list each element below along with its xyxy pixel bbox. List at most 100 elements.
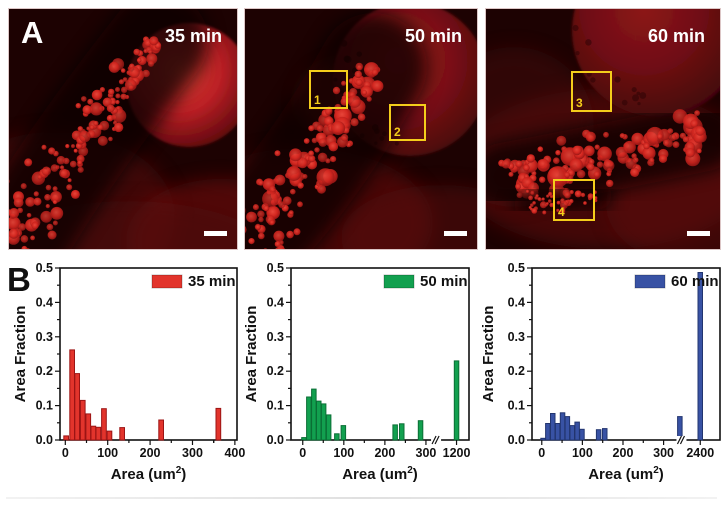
y-tick-label: 0.0 bbox=[36, 433, 53, 447]
x-tick-label: 200 bbox=[140, 446, 161, 460]
time-label-35min: 35 min bbox=[164, 26, 222, 46]
scale-bar bbox=[444, 231, 467, 236]
x-tick-label: 300 bbox=[653, 446, 674, 460]
legend-swatch bbox=[634, 274, 666, 289]
x-tick-label: 0 bbox=[62, 446, 69, 460]
y-tick-label: 0.1 bbox=[36, 399, 53, 413]
micrograph-60min: 60 min 3 4 bbox=[485, 8, 721, 250]
legend-swatch bbox=[151, 274, 183, 289]
y-tick-label: 0.0 bbox=[508, 433, 525, 447]
annotation-number: 3 bbox=[576, 96, 583, 110]
bar bbox=[301, 437, 307, 441]
page-edge-shadow bbox=[6, 497, 717, 499]
y-tick-label: 0.3 bbox=[508, 330, 525, 344]
x-axis: 0 100 200 300 2400 bbox=[538, 440, 714, 460]
bar bbox=[595, 429, 602, 441]
fluorescence-image bbox=[9, 9, 237, 249]
bar bbox=[320, 403, 327, 441]
bar bbox=[340, 425, 347, 441]
droplet-cluster bbox=[525, 189, 598, 215]
annotation-box-2: 2 bbox=[389, 104, 426, 141]
bar bbox=[554, 423, 561, 441]
x-tick-label: 0 bbox=[538, 446, 545, 460]
x-tick-label: 300 bbox=[416, 446, 437, 460]
x-tick-label-far: 2400 bbox=[686, 446, 714, 460]
bar bbox=[90, 425, 97, 441]
fluorescence-image bbox=[245, 9, 477, 249]
x-tick-label: 400 bbox=[224, 446, 245, 460]
bar bbox=[215, 407, 222, 441]
y-tick-label: 0.5 bbox=[267, 261, 284, 275]
droplet-cluster bbox=[245, 62, 384, 249]
time-label-50min: 50 min bbox=[404, 26, 462, 46]
axis-break-gap bbox=[431, 436, 442, 445]
bar bbox=[63, 435, 69, 441]
axis-break-gap bbox=[676, 436, 687, 445]
y-tick-label: 0.2 bbox=[36, 364, 53, 378]
x-axis: 0 100 200 300 1200 bbox=[299, 440, 470, 460]
bar bbox=[119, 427, 126, 441]
y-axis-title: Area Fraction bbox=[12, 306, 29, 403]
y-axis: 0.0 0.1 0.2 0.3 0.4 0.5 bbox=[267, 261, 291, 447]
y-tick-label: 0.1 bbox=[508, 399, 525, 413]
y-tick-label: 0.5 bbox=[508, 261, 525, 275]
histogram-35min: 0 100 200 300 400 0.0 0.1 0.2 0.3 0.4 0.5 Area Frac… bbox=[0, 260, 245, 500]
x-axis-title: Area (um2) bbox=[111, 465, 187, 483]
bar bbox=[697, 272, 703, 441]
x-axis: 0 100 200 300 400 bbox=[62, 440, 245, 460]
x-tick-label: 100 bbox=[97, 446, 118, 460]
axis-break-mark bbox=[434, 435, 440, 445]
y-tick-label: 0.4 bbox=[508, 295, 525, 309]
micrograph-50min: 50 min 1 2 bbox=[244, 8, 478, 250]
y-tick-label: 0.5 bbox=[36, 261, 53, 275]
y-tick-label: 0.4 bbox=[36, 295, 53, 309]
bar bbox=[311, 388, 317, 441]
bars bbox=[63, 349, 222, 441]
panel-b-label: B bbox=[7, 261, 31, 298]
y-tick-label: 0.1 bbox=[267, 399, 284, 413]
bar bbox=[106, 430, 113, 441]
bar bbox=[95, 426, 102, 441]
x-tick-label: 0 bbox=[299, 446, 306, 460]
legend: 35 min bbox=[151, 273, 236, 290]
legend-swatch bbox=[383, 274, 415, 289]
annotation-number: 4 bbox=[558, 205, 565, 219]
bar bbox=[559, 412, 566, 441]
bar bbox=[101, 408, 107, 441]
bars bbox=[540, 272, 703, 441]
y-axis: 0.0 0.1 0.2 0.3 0.4 0.5 bbox=[36, 261, 60, 447]
bar bbox=[392, 424, 398, 441]
y-tick-label: 0.2 bbox=[267, 364, 284, 378]
axis-break-mark bbox=[676, 435, 682, 445]
bar bbox=[545, 423, 551, 441]
x-tick-label: 200 bbox=[374, 446, 395, 460]
y-tick-label: 0.2 bbox=[508, 364, 525, 378]
x-axis-title: Area (um2) bbox=[588, 465, 664, 483]
annotation-box-3: 3 bbox=[571, 71, 612, 112]
bar bbox=[579, 428, 585, 441]
bar bbox=[569, 425, 575, 441]
bar bbox=[69, 349, 76, 441]
y-tick-label: 0.3 bbox=[267, 330, 284, 344]
y-axis-title: Area Fraction bbox=[243, 306, 260, 403]
droplet-cluster bbox=[9, 36, 162, 249]
bars bbox=[301, 360, 460, 441]
x-tick-label: 100 bbox=[572, 446, 593, 460]
legend-label: 60 min bbox=[671, 273, 719, 290]
y-tick-label: 0.3 bbox=[36, 330, 53, 344]
bar bbox=[602, 428, 608, 441]
bar bbox=[453, 360, 460, 441]
panel-a: A 35 min 50 min 1 2 60 min 3 4 bbox=[8, 8, 721, 250]
legend-label: 50 min bbox=[420, 273, 468, 290]
x-tick-label-far: 1200 bbox=[443, 446, 471, 460]
annotation-box-1: 1 bbox=[309, 70, 348, 109]
chart-svg: 0 100 200 300 400 0.0 0.1 0.2 0.3 0.4 0.5 Area Frac… bbox=[12, 261, 245, 483]
scale-bar bbox=[687, 231, 710, 236]
chart-svg: 0 100 200 300 1200 0.0 0.1 0.2 0.3 0.4 0.5 Area Fra… bbox=[243, 261, 470, 483]
droplet-cluster bbox=[498, 109, 707, 201]
annotation-box-4: 4 bbox=[553, 179, 595, 221]
bar bbox=[564, 416, 571, 441]
bar bbox=[574, 421, 580, 441]
x-axis-title: Area (um2) bbox=[342, 465, 418, 483]
